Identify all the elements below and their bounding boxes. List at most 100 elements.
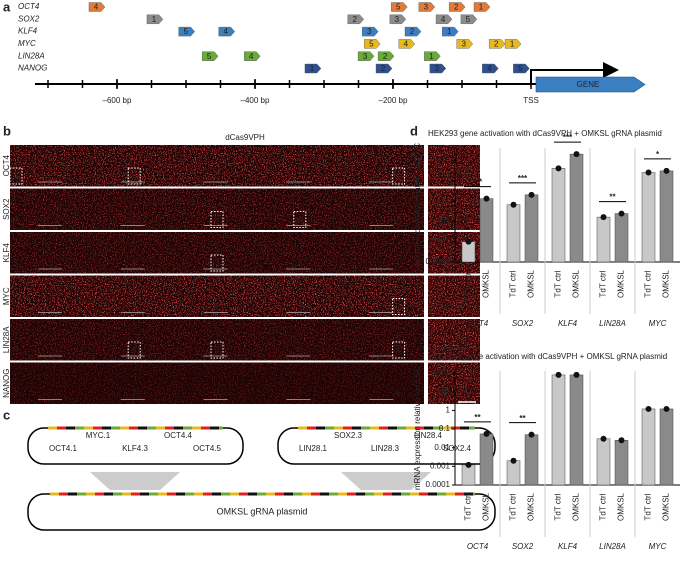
grna-label: 3 [363, 52, 368, 61]
axis-tick-label: –400 bp [241, 96, 270, 105]
grna-label: 4 [94, 3, 99, 12]
category-label: OCT4 [467, 319, 489, 328]
significance-label: *** [518, 174, 528, 183]
pool-micrograph-signal [428, 319, 480, 361]
highlight-box [9, 167, 23, 185]
grna-label: 2 [494, 40, 499, 49]
row-label: OCT4 [2, 155, 11, 177]
tile-label: 3 [215, 215, 220, 224]
data-point [618, 210, 625, 217]
grna-arrow [178, 26, 195, 37]
category-label: LIN28A [599, 542, 626, 551]
y-tick-label: 1 [446, 406, 451, 415]
category-label: KLF4 [558, 542, 578, 551]
grna-label: 1 [447, 27, 452, 36]
data-point [600, 435, 607, 442]
panel-label: d [410, 123, 418, 138]
grna-arrow [218, 26, 235, 37]
y-tick-label: 0.001 [430, 237, 451, 246]
significance-label: *** [563, 133, 573, 142]
y-tick-label: 0.0001 [426, 257, 451, 266]
tile-label: 1 [14, 215, 19, 224]
tile-label: 2 [298, 258, 303, 267]
bar [659, 170, 674, 263]
grna-label: 5 [207, 52, 212, 61]
grna-label: 1 [479, 3, 484, 12]
bar [614, 440, 629, 486]
grna-label: 4 [441, 15, 446, 24]
y-axis-label: mRNA expression relative to hESC [413, 366, 422, 490]
data-point [573, 151, 580, 158]
tile-label: 3 [215, 345, 220, 354]
data-point [510, 457, 517, 464]
grna-arrow [375, 63, 393, 74]
chart-title: Fibroblast gene activation with dCas9VPH… [428, 352, 667, 361]
y-tick-label: 0.01 [434, 216, 450, 225]
grna-arrow [504, 39, 522, 49]
grna-arrow [404, 26, 422, 37]
grna-name: LIN28.3 [371, 444, 400, 453]
tile-label: 1 [396, 302, 401, 311]
micrograph-signal [10, 362, 424, 404]
category-label: OCT4 [467, 542, 489, 551]
significance-label: * [656, 150, 660, 159]
micrograph-signal [10, 188, 424, 230]
grna-arrow [362, 26, 379, 37]
pool-label: Pool 1–5 [438, 389, 470, 398]
bar-label: TdT ctrl [644, 270, 653, 297]
grna-label: 5 [466, 15, 471, 24]
bar-label: TdT ctrl [554, 493, 563, 520]
tile-label: 3 [215, 171, 220, 180]
category-label: MYC [649, 542, 667, 551]
data-point [645, 405, 652, 412]
tile-label: 2 [298, 302, 303, 311]
bar-label: TdT ctrl [509, 493, 518, 520]
merge-arrow [90, 472, 180, 490]
bar-label: OMKSL [482, 269, 491, 298]
grna-label: 2 [454, 3, 459, 12]
bar [551, 168, 566, 263]
tile-label: 4 [298, 215, 303, 224]
panel-label: a [3, 0, 11, 14]
grna-label: 3 [424, 3, 429, 12]
axis-tick-label: TSS [523, 96, 539, 105]
data-point [483, 430, 490, 437]
pool-micrograph-signal [428, 145, 480, 187]
highlight-box [127, 341, 141, 359]
bar [506, 460, 521, 486]
pool-label: Pool 1–5 [438, 171, 470, 180]
grna-label: 5 [396, 3, 401, 12]
grna-label: 4 [223, 27, 228, 36]
highlight-box [210, 341, 224, 359]
grna-name: LIN28.4 [414, 431, 443, 440]
tile-label: 1 [396, 171, 401, 180]
y-tick-label: 10 [441, 155, 450, 164]
grna-name: LIN28.1 [299, 444, 328, 453]
grna-arrow [377, 51, 395, 61]
data-point [573, 371, 580, 378]
grna-arrow [513, 63, 530, 74]
axis-tick-label: –600 bp [103, 96, 132, 105]
grna-arrow [418, 2, 436, 12]
tile-label: 4 [14, 171, 19, 180]
grna-arrow [201, 51, 219, 61]
tile-label: 1 [396, 258, 401, 267]
bar-label: OMKSL [617, 492, 626, 521]
pool-micrograph-signal [428, 188, 480, 230]
gene-label: OCT4 [18, 2, 40, 11]
tile-label: 3 [215, 389, 220, 398]
row-label: NANOG [2, 369, 11, 398]
grna-arrow [398, 39, 416, 49]
bar [596, 438, 611, 486]
grna-label: 1 [510, 40, 515, 49]
grna-arrow [146, 14, 164, 24]
bar [479, 433, 494, 486]
grna-arrow [473, 2, 491, 12]
tile-label: 2 [132, 389, 137, 398]
data-point [465, 238, 472, 245]
gene-label: KLF4 [18, 27, 38, 36]
grna-label: 1 [429, 52, 434, 61]
gene-label: NANOG [18, 64, 47, 73]
grna-arrow [442, 26, 459, 37]
bar [569, 153, 584, 263]
